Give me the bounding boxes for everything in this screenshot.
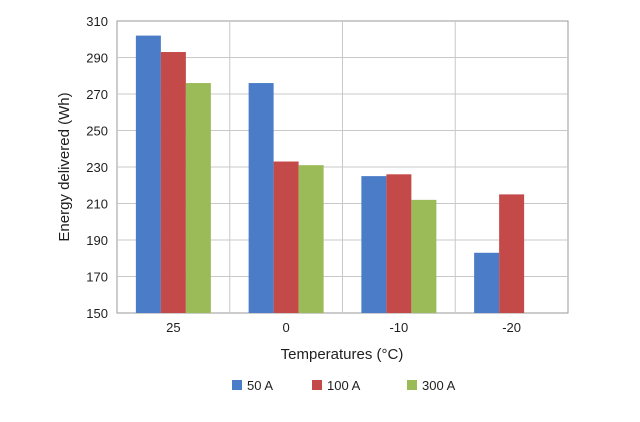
bar-50-a-2 xyxy=(361,176,387,313)
x-tick-label: -10 xyxy=(389,320,408,335)
x-tick-label: 0 xyxy=(283,320,290,335)
legend-label: 50 A xyxy=(247,378,273,393)
y-tick-label: 230 xyxy=(86,160,108,175)
y-tick-label: 150 xyxy=(86,306,108,321)
bars xyxy=(135,35,525,314)
x-axis-label: Temperatures (°C) xyxy=(281,346,404,363)
legend-swatch xyxy=(232,380,242,390)
legend-label: 100 A xyxy=(327,378,361,393)
y-tick-label: 170 xyxy=(86,270,108,285)
legend-swatch xyxy=(407,380,417,390)
y-tick-labels: 150 170 190 210 230 250 270 290 310 xyxy=(86,14,108,321)
bar-50-a-1 xyxy=(248,83,274,313)
bar-300-a-0 xyxy=(185,83,211,313)
y-axis-label: Energy delivered (Wh) xyxy=(56,92,73,241)
bar-100-a-3 xyxy=(499,194,525,313)
y-tick-label: 190 xyxy=(86,233,108,248)
y-tick-label: 250 xyxy=(86,124,108,139)
x-tick-labels: 25 0 -10 -20 xyxy=(166,320,521,335)
bar-300-a-1 xyxy=(298,165,324,313)
legend: 50 A 100 A 300 A xyxy=(232,378,456,393)
y-tick-label: 270 xyxy=(86,87,108,102)
bar-50-a-3 xyxy=(474,252,500,313)
bar-100-a-1 xyxy=(273,161,299,313)
bar-300-a-2 xyxy=(411,199,437,313)
bar-100-a-0 xyxy=(160,52,186,314)
legend-label: 300 A xyxy=(422,378,456,393)
y-tick-label: 290 xyxy=(86,51,108,66)
y-tick-label: 210 xyxy=(86,197,108,212)
legend-swatch xyxy=(312,380,322,390)
x-tick-label: -20 xyxy=(502,320,521,335)
x-tick-label: 25 xyxy=(166,320,180,335)
bar-50-a-0 xyxy=(135,35,161,313)
bar-100-a-2 xyxy=(386,174,412,313)
y-tick-label: 310 xyxy=(86,14,108,29)
